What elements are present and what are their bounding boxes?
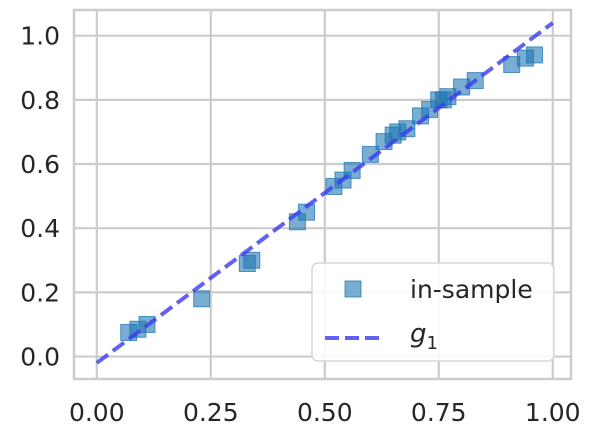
y-tick-label: 0.6: [20, 150, 60, 179]
x-tick-label: 0.00: [69, 398, 125, 427]
scatter-point: [526, 46, 544, 64]
x-tick-label: 1.00: [525, 398, 581, 427]
series-line-g1: [95, 21, 554, 365]
legend-label-in-sample: in-sample: [410, 275, 533, 304]
y-tick-label: 0.4: [20, 214, 60, 243]
legend-label-g1-main: g: [410, 319, 427, 349]
legend-marker-in-sample: [344, 280, 362, 298]
tick-labels: 0.00 0.25 0.50 0.75 1.00 0.0 0.2 0.4 0.6 0.8 1.0: [20, 22, 580, 427]
legend: in-sample g1: [311, 262, 555, 362]
legend-label-g1-subscript: 1: [427, 333, 438, 354]
plot-frame: [72, 8, 573, 381]
y-tick-label: 0.8: [20, 86, 60, 115]
x-tick-label: 0.25: [183, 398, 239, 427]
scatter-point: [243, 251, 261, 269]
y-tick-label: 0.0: [20, 343, 60, 372]
x-tick-label: 0.50: [297, 398, 353, 427]
y-tick-label: 1.0: [20, 22, 60, 51]
x-tick-label: 0.75: [411, 398, 467, 427]
legend-label-g1: g1: [410, 319, 438, 354]
y-tick-label: 0.2: [20, 278, 60, 307]
axes-frame: [72, 8, 573, 381]
scatter-point: [193, 290, 211, 308]
scatter-point: [343, 161, 361, 179]
data-marks: [95, 21, 554, 365]
